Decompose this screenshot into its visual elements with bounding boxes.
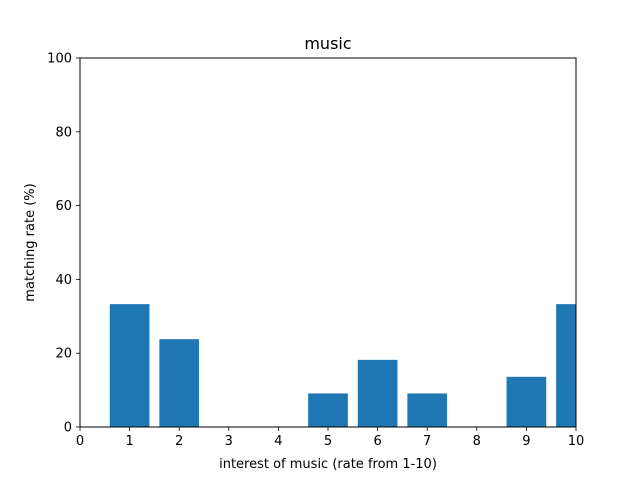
bar-6 [357, 359, 398, 427]
y-axis-label: matching rate (%) [23, 183, 38, 301]
y-tick-label: 60 [55, 199, 72, 214]
y-axis-ticks: 0 20 40 60 80 100 [47, 52, 80, 436]
bar-10 [556, 304, 576, 427]
y-tick-label: 40 [55, 273, 72, 288]
x-tick-label: 2 [175, 434, 183, 449]
x-tick-label: 6 [373, 434, 381, 449]
x-tick-label: 10 [568, 434, 585, 449]
bar-1 [109, 304, 150, 427]
x-tick-label: 0 [76, 434, 84, 449]
y-tick-label: 100 [47, 52, 72, 67]
y-tick-label: 0 [64, 421, 72, 436]
bars-group [109, 304, 576, 427]
plot-frame [79, 57, 577, 428]
x-tick-label: 3 [225, 434, 233, 449]
bar-7 [407, 393, 448, 427]
x-tick-label: 5 [324, 434, 332, 449]
x-tick-label: 4 [274, 434, 282, 449]
x-tick-label: 1 [125, 434, 133, 449]
x-tick-label: 7 [423, 434, 431, 449]
y-tick-label: 20 [55, 347, 72, 362]
x-tick-label: 8 [473, 434, 481, 449]
y-tick-label: 80 [55, 125, 72, 140]
bar-5 [308, 393, 348, 427]
x-axis-label: interest of music (rate from 1-10) [219, 457, 437, 472]
bar-2 [159, 339, 200, 427]
x-axis-ticks: 0 1 2 3 4 5 6 7 8 9 10 [76, 427, 584, 449]
bar-9 [506, 376, 547, 427]
chart-title: music [304, 34, 351, 53]
x-tick-label: 9 [522, 434, 530, 449]
